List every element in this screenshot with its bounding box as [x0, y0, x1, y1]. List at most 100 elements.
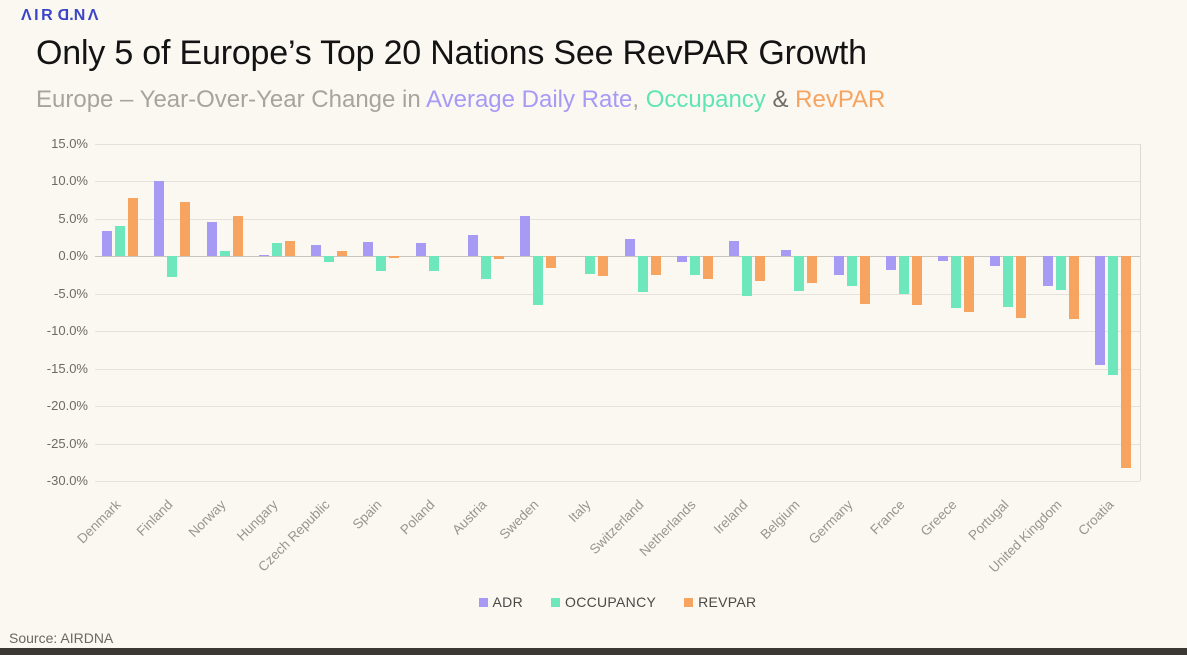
adr-bar-netherlands — [676, 256, 687, 262]
gridline — [95, 218, 1140, 220]
revpar-bar-switzerland — [650, 256, 661, 276]
y-axis: 15.0% 10.0% 5.0% 0.0% -5.0% -10.0% -15.0% -20.0… — [30, 136, 88, 488]
revpar-bar-ireland — [755, 256, 765, 282]
occupancy-swatch-icon — [551, 597, 560, 607]
bar-group-united-kingdom — [1036, 144, 1088, 481]
revpar-bar-spain — [389, 256, 400, 258]
occupancy-bar-united-kingdom — [1055, 256, 1066, 291]
adr-bar-austria — [467, 234, 478, 257]
y-tick-label: 10.0% — [51, 173, 88, 189]
subtitle-segment: Europe – Year-Over-Year Change in — [36, 86, 427, 113]
revpar-bar-portugal — [1016, 256, 1027, 319]
bar-group-croatia — [1088, 144, 1140, 481]
occupancy-bar-greece — [951, 256, 961, 308]
bar-group-ireland — [722, 144, 774, 481]
occupancy-bar-sweden — [533, 256, 543, 305]
adr-bar-norway — [206, 221, 217, 257]
subtitle-segment-adr: Average Daily Rate — [426, 86, 633, 113]
subtitle-segment-revpar: RevPAR — [795, 86, 886, 113]
adr-bar-hungary — [258, 254, 269, 257]
occupancy-bar-ireland — [742, 256, 752, 297]
bar-group-italy — [565, 144, 617, 481]
bar-group-germany — [827, 144, 879, 481]
gridline — [95, 331, 1140, 333]
y-tick-label: 5.0% — [58, 210, 88, 226]
legend-item-adr: ADR — [478, 594, 523, 610]
legend-label-adr: ADR — [492, 594, 523, 610]
adr-bar-sweden — [520, 215, 530, 257]
plot-area — [95, 144, 1141, 482]
bar-group-portugal — [983, 144, 1035, 481]
legend-item-revpar: REVPAR — [684, 594, 756, 610]
adr-bar-poland — [415, 242, 426, 257]
legend-item-occupancy: OCCUPANCY — [551, 594, 656, 610]
adr-bar-belgium — [781, 249, 792, 257]
y-tick-label: -30.0% — [46, 473, 88, 488]
gridline — [95, 181, 1140, 183]
y-tick-label: -25.0% — [46, 435, 88, 451]
subtitle-segment: , — [632, 86, 646, 113]
chart-subtitle: Europe – Year-Over-Year Change in Averag… — [36, 86, 885, 114]
occupancy-bar-germany — [846, 256, 857, 287]
legend-label-revpar: REVPAR — [698, 594, 757, 610]
revpar-bar-austria — [493, 256, 504, 259]
revpar-bar-france — [911, 256, 922, 305]
adr-bar-united-kingdom — [1042, 256, 1053, 286]
logo-part-1: ΛIR — [21, 7, 56, 24]
adr-bar-france — [885, 256, 896, 270]
source-attribution: Source: AIRDNA — [9, 630, 114, 646]
occupancy-bar-finland — [167, 256, 178, 277]
occupancy-bar-spain — [376, 256, 387, 272]
bar-group-denmark — [95, 144, 147, 481]
revpar-bar-italy — [598, 256, 609, 276]
legend: ADR OCCUPANCY REVPAR — [95, 594, 1140, 610]
revpar-bar-netherlands — [702, 256, 713, 279]
subtitle-segment: & — [765, 86, 796, 113]
revpar-bar-czech-republic — [337, 251, 347, 257]
logo-part-3: ΝΛ — [73, 7, 101, 24]
bar-group-sweden — [513, 144, 565, 481]
revpar-bar-croatia — [1120, 256, 1131, 468]
occupancy-bar-austria — [480, 256, 491, 279]
gridline — [95, 406, 1140, 408]
revpar-bar-greece — [964, 256, 974, 313]
occupancy-bar-croatia — [1107, 256, 1118, 376]
occupancy-bar-netherlands — [689, 256, 700, 276]
bar-group-france — [879, 144, 931, 481]
revpar-bar-germany — [859, 256, 870, 305]
y-tick-label: -10.0% — [46, 323, 88, 339]
occupancy-bar-poland — [428, 256, 439, 272]
revpar-bar-united-kingdom — [1068, 256, 1079, 320]
airdna-logo: ΛIRD.ΝΛ — [21, 7, 101, 25]
occupancy-bar-italy — [585, 256, 596, 275]
y-tick-label: 15.0% — [51, 136, 88, 151]
bar-group-greece — [931, 144, 983, 481]
occupancy-bar-hungary — [271, 242, 282, 257]
adr-bar-portugal — [990, 256, 1001, 267]
y-tick-label: 0.0% — [58, 248, 88, 264]
adr-bar-ireland — [729, 241, 739, 257]
revpar-bar-denmark — [128, 197, 138, 257]
y-tick-label: -15.0% — [46, 360, 88, 376]
revpar-bar-finland — [180, 202, 191, 257]
revpar-bar-norway — [232, 215, 243, 257]
gridline — [95, 443, 1140, 445]
occupancy-bar-belgium — [794, 256, 805, 291]
bar-group-austria — [461, 144, 513, 481]
y-tick-label: -20.0% — [46, 398, 88, 414]
occupancy-bar-norway — [219, 251, 230, 257]
logo-mirrored-d: D — [55, 7, 70, 24]
subtitle-segment-occupancy: Occupancy — [645, 86, 766, 113]
adr-bar-greece — [938, 256, 948, 261]
revpar-bar-sweden — [546, 256, 556, 268]
adr-bar-germany — [833, 256, 844, 276]
y-tick-label: -5.0% — [54, 285, 88, 301]
bar-group-netherlands — [670, 144, 722, 481]
gridline — [95, 144, 1140, 145]
adr-bar-switzerland — [624, 239, 635, 257]
zero-axis-line — [95, 256, 1140, 258]
adr-bar-czech-republic — [311, 245, 321, 257]
gridline — [95, 481, 1140, 482]
occupancy-bar-switzerland — [637, 256, 648, 292]
occupancy-bar-portugal — [1003, 256, 1014, 308]
